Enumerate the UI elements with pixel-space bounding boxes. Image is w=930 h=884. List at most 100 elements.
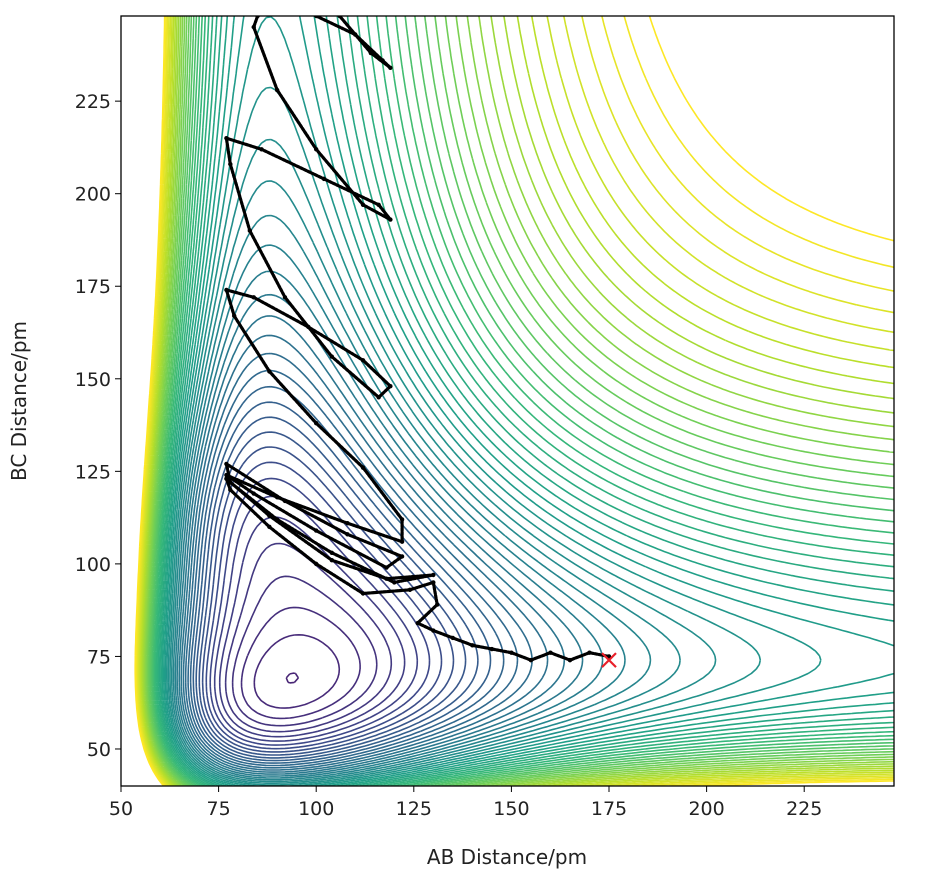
start-marker [601,652,617,668]
contour-level-25 [176,270,604,777]
trajectory-point [407,587,413,592]
trajectory-point [247,228,253,233]
contour-level-27 [172,214,652,781]
contour-level-28 [170,180,681,783]
x-tick-label: 150 [493,798,529,820]
trajectory-point [274,87,280,93]
trajectory-point [228,480,233,485]
contour-level-19 [189,385,505,764]
x-axis: 50 75 100 125 150 175 200 225 [109,786,822,820]
trajectory-point [431,628,436,633]
contour-level-42 [151,16,894,786]
contour-level-18 [192,401,492,762]
trajectory-point [282,295,288,300]
contour-level-8 [240,606,361,720]
x-axis-label: AB Distance/pm [427,845,587,869]
trajectory-point [388,65,393,71]
plot-frame [120,15,895,787]
y-tick-label: 100 [75,554,111,576]
trajectory-point [259,147,264,152]
contour-level-40 [153,16,894,786]
trajectory-point [329,550,335,555]
trajectory-point [548,650,553,655]
contour-level-16 [198,431,467,756]
trajectory-path [224,16,611,662]
contour-level-57 [136,16,894,786]
trajectory-point [224,476,229,481]
y-tick-label: 200 [75,184,111,206]
contour-level-44 [149,16,894,786]
x-tick-label: 75 [207,798,231,820]
trajectory-point [345,520,350,526]
trajectory-point [224,461,229,467]
trajectory-point [431,580,436,585]
contour-level-58 [135,16,894,786]
contour-level-52 [140,16,894,786]
contour-level-12 [213,495,419,742]
trajectory-point [224,472,229,478]
trajectory-point [399,517,405,522]
contour-level-37 [157,16,894,786]
contour-level-48 [144,16,894,786]
trajectory-point [224,287,229,293]
trajectory-point [282,498,288,504]
trajectory-point [306,324,311,330]
trajectory-point [224,135,229,141]
trajectory-point [380,58,385,63]
trajectory-point [431,572,436,578]
trajectory-point [360,591,366,596]
trajectory-point [509,650,514,655]
trajectory-point [251,295,256,300]
trajectory-point [528,657,534,663]
contour-level-47 [145,16,894,786]
trajectory-point [228,161,233,167]
trajectory-point [489,646,495,652]
trajectory-point [274,517,280,522]
trajectory-point [267,524,272,530]
contour-level-31 [166,16,822,786]
y-tick-label: 125 [75,461,111,483]
contour-level-50 [142,16,894,786]
contour-level-23 [180,315,566,773]
contour-level-39 [154,16,894,786]
contour-level-51 [141,16,894,786]
trajectory-point [368,50,374,56]
trajectory-point [567,657,573,663]
x-tick-label: 125 [396,798,432,820]
contour-level-35 [160,16,894,786]
contour-level-38 [156,16,894,786]
contour-level-53 [139,16,894,786]
contour-level-49 [143,16,894,786]
start-x-marker [601,652,617,668]
contour-level-22 [182,334,549,771]
x-tick-label: 100 [298,798,334,820]
contour-level-29 [169,138,717,784]
trajectory-point [360,358,366,363]
y-axis-label: BC Distance/pm [7,321,31,481]
trajectory-point [267,513,272,518]
y-tick-label: 150 [75,369,111,391]
contour-level-32 [164,16,894,786]
trajectory-point [450,635,456,641]
trajectory-point [345,532,350,537]
trajectory-point [360,465,366,470]
trajectory-point [267,369,272,374]
contour-level-36 [158,16,894,786]
contour-level-41 [152,16,894,786]
contour-level-20 [187,369,519,767]
trajectory-point [587,650,592,655]
y-tick-label: 225 [75,91,111,113]
trajectory-point [470,643,475,648]
x-tick-label: 200 [688,798,724,820]
contour-level-13 [209,477,431,746]
contour-level-33 [162,16,894,786]
contour-level-54 [138,16,894,786]
y-axis: 50 75 100 125 150 175 200 225 [75,91,121,761]
contour-lines [134,16,894,786]
y-tick-label: 75 [87,646,111,668]
trajectory-point [353,32,358,37]
contour-level-56 [137,16,894,786]
trajectory-point [376,202,381,207]
trajectory-point [251,24,256,30]
